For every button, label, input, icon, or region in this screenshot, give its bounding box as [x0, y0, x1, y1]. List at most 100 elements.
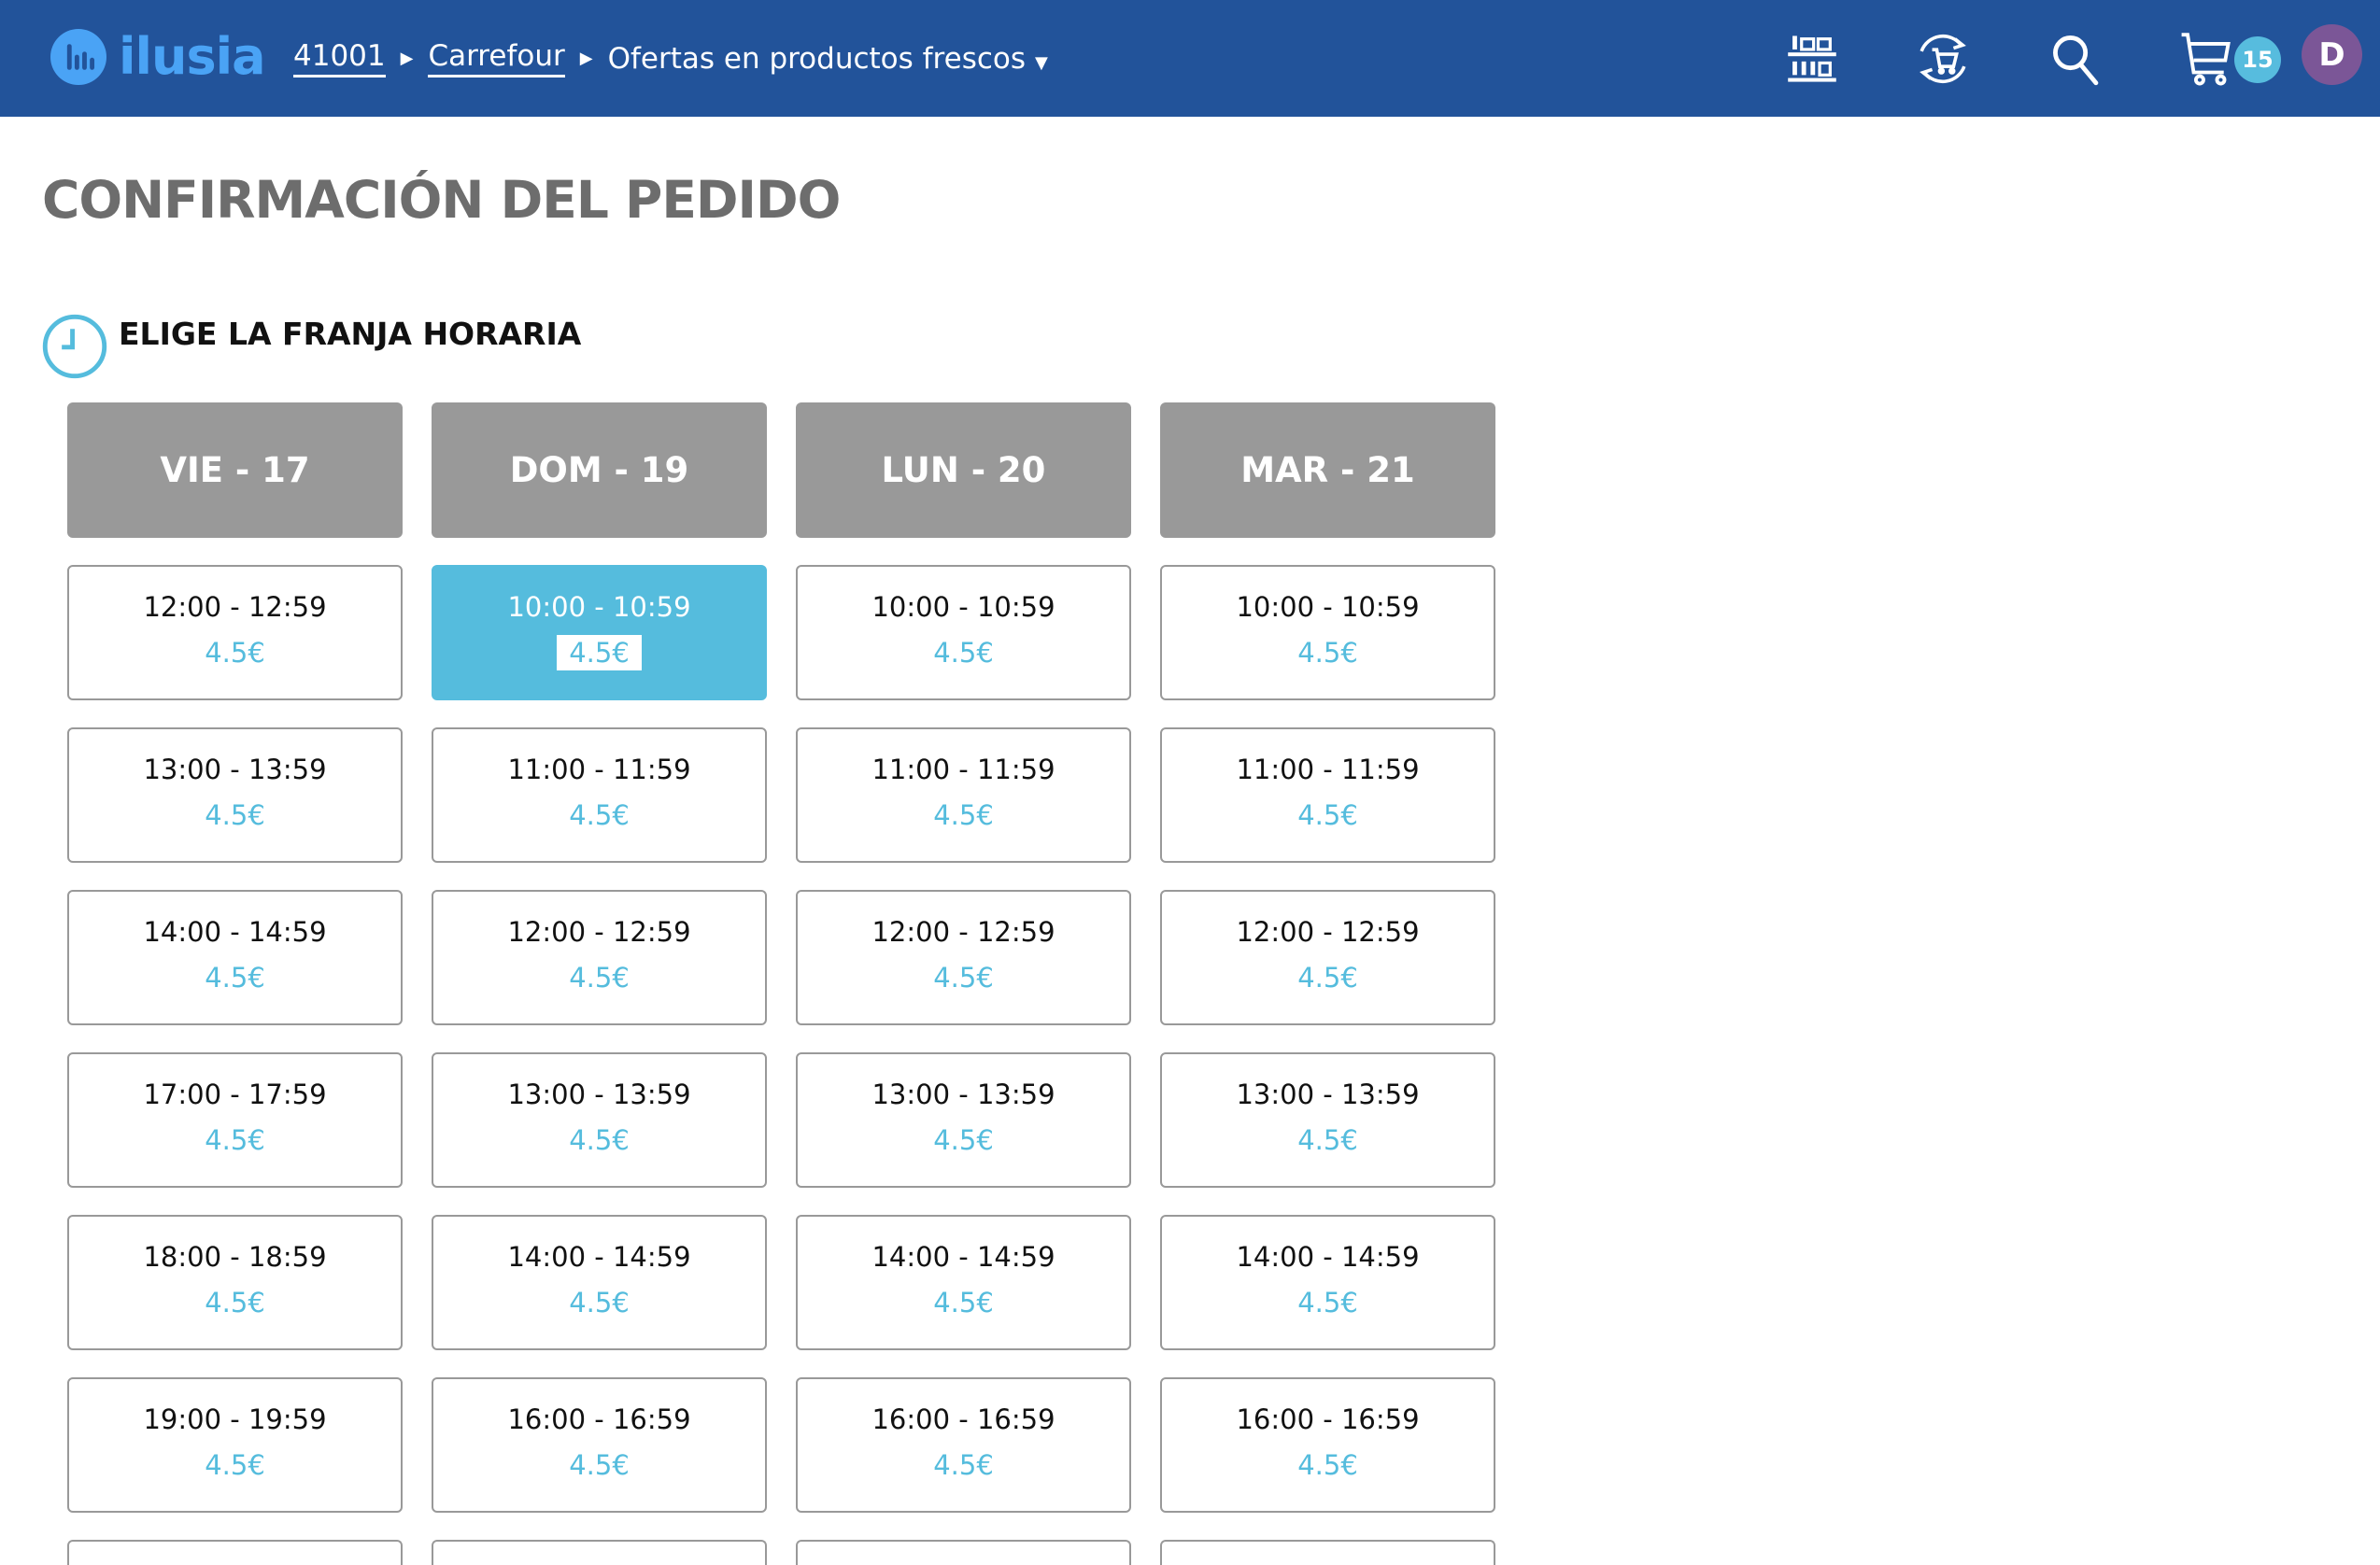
day-column: LUN - 20 10:00 - 10:59 4.5€ 11:00 - 11:5… — [796, 402, 1131, 1565]
time-slot[interactable]: 14:00 - 14:59 4.5€ — [1160, 1215, 1495, 1350]
time-slot[interactable]: 12:00 - 12:59 4.5€ — [796, 890, 1131, 1025]
slot-price: 4.5€ — [205, 962, 265, 994]
time-slot-selected[interactable]: 10:00 - 10:59 4.5€ — [432, 565, 767, 700]
time-slot[interactable]: 11:00 - 11:59 4.5€ — [1160, 727, 1495, 863]
slot-price: 4.5€ — [205, 799, 265, 831]
shelf-icon[interactable] — [1788, 30, 1836, 88]
slot-time: 13:00 - 13:59 — [1236, 1079, 1420, 1110]
slot-price: 4.5€ — [933, 1287, 994, 1318]
slot-time: 13:00 - 13:59 — [507, 1079, 691, 1110]
logo-mark-icon — [50, 29, 106, 85]
slot-time: 10:00 - 10:59 — [507, 591, 691, 623]
slot-price: 4.5€ — [569, 1124, 630, 1156]
time-slot[interactable]: 12:00 - 12:59 4.5€ — [1160, 890, 1495, 1025]
slot-time: 14:00 - 14:59 — [143, 916, 327, 948]
slot-time: 11:00 - 11:59 — [507, 754, 691, 785]
slot-price: 4.5€ — [205, 637, 265, 669]
slot-price: 4.5€ — [1297, 1449, 1358, 1481]
time-slot[interactable]: 14:00 - 14:59 4.5€ — [432, 1215, 767, 1350]
time-slot[interactable]: 11:00 - 11:59 4.5€ — [432, 727, 767, 863]
day-header: DOM - 19 — [432, 402, 767, 538]
time-slot[interactable]: 10:00 - 10:59 4.5€ — [1160, 565, 1495, 700]
breadcrumb-category: Ofertas en productos frescos — [607, 41, 1027, 76]
time-slot[interactable] — [1160, 1540, 1495, 1565]
day-header: LUN - 20 — [796, 402, 1131, 538]
search-icon[interactable] — [2049, 30, 2104, 92]
day-header: VIE - 17 — [67, 402, 403, 538]
day-column: VIE - 17 12:00 - 12:59 4.5€ 13:00 - 13:5… — [67, 402, 403, 1565]
slot-time: 12:00 - 12:59 — [507, 916, 691, 948]
breadcrumb-category-dropdown[interactable]: Ofertas en productos frescos ▼ — [608, 42, 1048, 76]
time-slot[interactable] — [432, 1540, 767, 1565]
page-title: CONFIRMACIÓN DEL PEDIDO — [42, 170, 841, 230]
cart-count-badge: 15 — [2234, 36, 2281, 83]
caret-down-icon: ▼ — [1035, 52, 1048, 73]
slot-time: 14:00 - 14:59 — [871, 1241, 1055, 1273]
slot-time: 16:00 - 16:59 — [871, 1403, 1055, 1435]
clock-icon — [42, 314, 107, 383]
day-header: MAR - 21 — [1160, 402, 1495, 538]
slot-time: 12:00 - 12:59 — [1236, 916, 1420, 948]
time-slot[interactable]: 13:00 - 13:59 4.5€ — [1160, 1052, 1495, 1188]
slot-time: 10:00 - 10:59 — [1236, 591, 1420, 623]
time-slot[interactable]: 17:00 - 17:59 4.5€ — [67, 1052, 403, 1188]
slot-time: 12:00 - 12:59 — [143, 591, 327, 623]
time-slot[interactable]: 13:00 - 13:59 4.5€ — [67, 727, 403, 863]
time-slot[interactable] — [67, 1540, 403, 1565]
time-slot[interactable]: 11:00 - 11:59 4.5€ — [796, 727, 1131, 863]
time-slot[interactable]: 13:00 - 13:59 4.5€ — [796, 1052, 1131, 1188]
top-nav-bar: ilusia 41001 ▶ Carrefour ▶ Ofertas en pr… — [0, 0, 2380, 117]
time-slot[interactable]: 19:00 - 19:59 4.5€ — [67, 1377, 403, 1513]
logo[interactable]: ilusia — [50, 27, 266, 86]
slot-price: 4.5€ — [933, 962, 994, 994]
slot-price: 4.5€ — [569, 799, 630, 831]
slot-price: 4.5€ — [569, 962, 630, 994]
slot-price: 4.5€ — [1297, 1124, 1358, 1156]
time-slot[interactable]: 14:00 - 14:59 4.5€ — [796, 1215, 1131, 1350]
breadcrumb-store[interactable]: Carrefour — [428, 39, 565, 78]
time-slot[interactable]: 16:00 - 16:59 4.5€ — [796, 1377, 1131, 1513]
slot-time: 13:00 - 13:59 — [143, 754, 327, 785]
breadcrumb-postal-code[interactable]: 41001 — [293, 39, 386, 78]
slot-price: 4.5€ — [1297, 1287, 1358, 1318]
time-slot-grid: VIE - 17 12:00 - 12:59 4.5€ 13:00 - 13:5… — [67, 0, 2380, 1565]
time-slot[interactable]: 18:00 - 18:59 4.5€ — [67, 1215, 403, 1350]
slot-price: 4.5€ — [1297, 799, 1358, 831]
time-slot[interactable]: 16:00 - 16:59 4.5€ — [432, 1377, 767, 1513]
time-slot[interactable]: 12:00 - 12:59 4.5€ — [67, 565, 403, 700]
slot-time: 14:00 - 14:59 — [1236, 1241, 1420, 1273]
slot-price: 4.5€ — [569, 1449, 630, 1481]
time-slot[interactable] — [796, 1540, 1131, 1565]
time-slot[interactable]: 12:00 - 12:59 4.5€ — [432, 890, 767, 1025]
slot-time: 10:00 - 10:59 — [871, 591, 1055, 623]
cart-icon[interactable] — [2180, 30, 2234, 92]
user-avatar[interactable]: D — [2302, 24, 2362, 85]
slot-price: 4.5€ — [1297, 637, 1358, 669]
logo-text: ilusia — [119, 27, 266, 86]
slot-price: 4.5€ — [205, 1287, 265, 1318]
time-slot[interactable]: 13:00 - 13:59 4.5€ — [432, 1052, 767, 1188]
breadcrumb: 41001 ▶ Carrefour ▶ Ofertas en productos… — [293, 39, 1048, 78]
slot-time: 14:00 - 14:59 — [507, 1241, 691, 1273]
slot-time: 13:00 - 13:59 — [871, 1079, 1055, 1110]
slot-time: 11:00 - 11:59 — [1236, 754, 1420, 785]
slot-price: 4.5€ — [205, 1449, 265, 1481]
time-slot[interactable]: 10:00 - 10:59 4.5€ — [796, 565, 1131, 700]
slot-time: 12:00 - 12:59 — [871, 916, 1055, 948]
slot-time: 16:00 - 16:59 — [1236, 1403, 1420, 1435]
slot-price: 4.5€ — [933, 1124, 994, 1156]
time-slot[interactable]: 16:00 - 16:59 4.5€ — [1160, 1377, 1495, 1513]
slot-price: 4.5€ — [933, 1449, 994, 1481]
slot-time: 16:00 - 16:59 — [507, 1403, 691, 1435]
slot-time: 11:00 - 11:59 — [871, 754, 1055, 785]
slot-time: 19:00 - 19:59 — [143, 1403, 327, 1435]
time-slot[interactable]: 14:00 - 14:59 4.5€ — [67, 890, 403, 1025]
slot-price: 4.5€ — [933, 799, 994, 831]
reorder-cart-icon[interactable] — [1914, 30, 1972, 92]
day-column: MAR - 21 10:00 - 10:59 4.5€ 11:00 - 11:5… — [1160, 402, 1495, 1565]
slot-price: 4.5€ — [933, 637, 994, 669]
day-column: DOM - 19 10:00 - 10:59 4.5€ 11:00 - 11:5… — [432, 402, 767, 1565]
slot-price: 4.5€ — [569, 1287, 630, 1318]
slot-time: 17:00 - 17:59 — [143, 1079, 327, 1110]
